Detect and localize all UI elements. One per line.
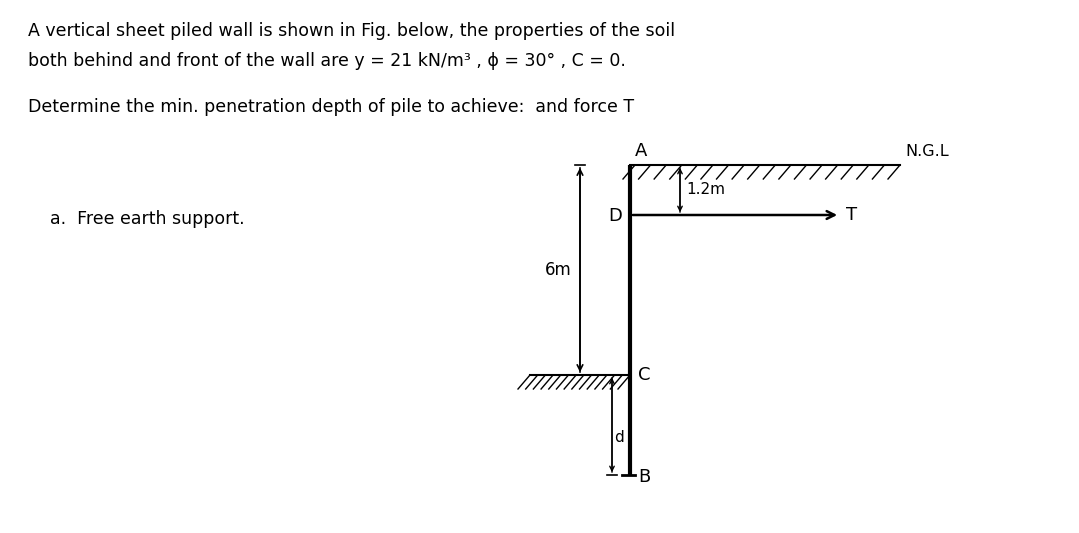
Text: N.G.L: N.G.L [905,144,948,159]
Text: a.  Free earth support.: a. Free earth support. [50,210,245,228]
Text: B: B [638,468,651,486]
Text: C: C [638,366,651,384]
Text: 6m: 6m [545,261,572,279]
Text: A vertical sheet piled wall is shown in Fig. below, the properties of the soil: A vertical sheet piled wall is shown in … [28,22,675,40]
Text: Determine the min. penetration depth of pile to achieve:  and force T: Determine the min. penetration depth of … [28,98,634,116]
Text: D: D [609,207,622,225]
Text: d: d [614,430,624,445]
Text: A: A [636,142,647,160]
Text: T: T [846,206,857,224]
Text: both behind and front of the wall are y = 21 kN/m³ , ϕ = 30° , C = 0.: both behind and front of the wall are y … [28,52,626,70]
Text: 1.2m: 1.2m [686,182,725,198]
